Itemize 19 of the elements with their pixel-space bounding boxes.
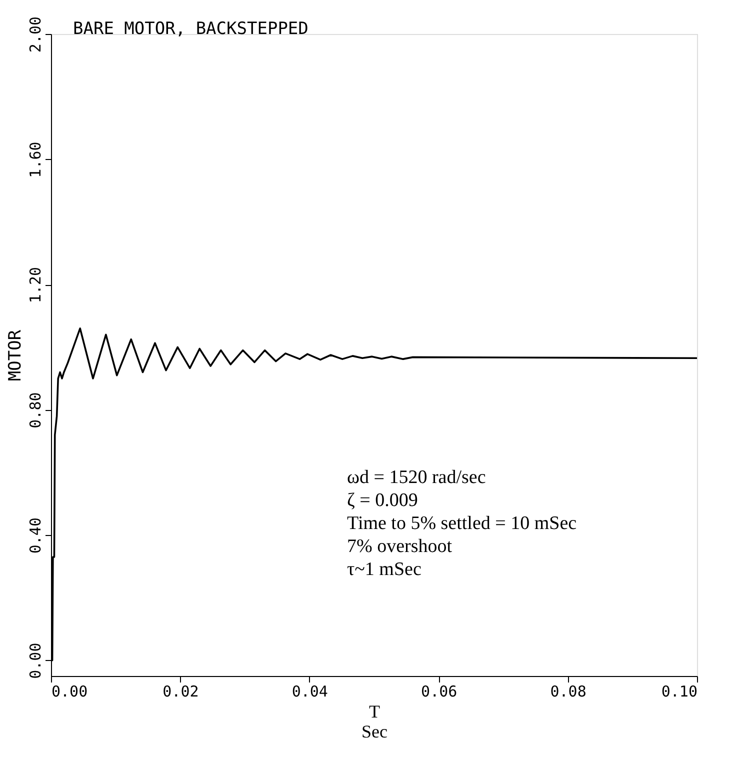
chart-title: BARE MOTOR, BACKSTEPPED [73, 18, 308, 39]
y-tick-label: 1.60 [26, 142, 44, 178]
annotation: Time to 5% settled = 10 mSec [347, 513, 577, 534]
y-tick-label: 2.00 [26, 16, 44, 53]
x-tick-label: 0.08 [550, 682, 586, 700]
x-axis-title: T Sec [362, 702, 388, 742]
x-tick-label: 0.10 [661, 682, 698, 700]
x-tick-label: 0.06 [421, 682, 458, 700]
y-tick-label: 1.20 [26, 266, 44, 304]
y-axis-title: MOTOR [6, 329, 26, 382]
annotation: ωd = 1520 rad/sec [347, 467, 486, 488]
annotation: ζ = 0.009 [347, 490, 418, 511]
annotation: τ~1 mSec [347, 559, 422, 580]
annotation: 7% overshoot [347, 536, 453, 557]
y-tick-label: 0.80 [26, 392, 44, 428]
x-tick-label: 0.02 [162, 682, 199, 700]
x-tick-label: 0.04 [292, 682, 328, 700]
y-tick-label: 0.40 [26, 518, 44, 554]
x-tick-label: 0.00 [52, 682, 88, 700]
